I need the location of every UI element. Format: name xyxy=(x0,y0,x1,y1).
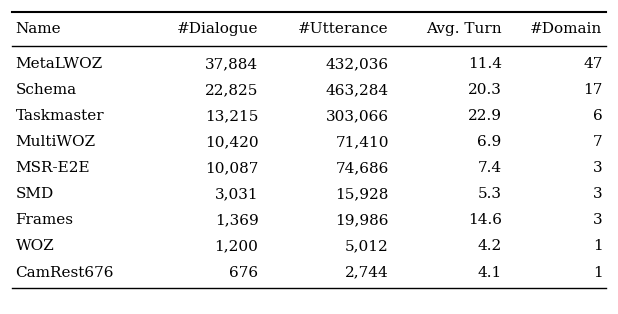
Text: 7: 7 xyxy=(593,135,603,149)
Text: 22.9: 22.9 xyxy=(468,109,502,123)
Text: 1,369: 1,369 xyxy=(214,214,258,227)
Text: 1: 1 xyxy=(593,266,603,279)
Text: CamRest676: CamRest676 xyxy=(15,266,114,279)
Text: 22,825: 22,825 xyxy=(205,83,258,97)
Text: 1,200: 1,200 xyxy=(214,240,258,253)
Text: #Domain: #Domain xyxy=(530,22,603,36)
Text: 11.4: 11.4 xyxy=(468,57,502,71)
Text: MultiWOZ: MultiWOZ xyxy=(15,135,96,149)
Text: 14.6: 14.6 xyxy=(468,214,502,227)
Text: #Dialogue: #Dialogue xyxy=(177,22,258,36)
Text: MSR-E2E: MSR-E2E xyxy=(15,161,90,175)
Text: 71,410: 71,410 xyxy=(336,135,389,149)
Text: 15,928: 15,928 xyxy=(336,187,389,201)
Text: #Utterance: #Utterance xyxy=(298,22,389,36)
Text: 10,420: 10,420 xyxy=(205,135,258,149)
Text: 7.4: 7.4 xyxy=(478,161,502,175)
Text: WOZ: WOZ xyxy=(15,240,54,253)
Text: Frames: Frames xyxy=(15,214,74,227)
Text: 17: 17 xyxy=(583,83,603,97)
Text: 5,012: 5,012 xyxy=(345,240,389,253)
Text: 676: 676 xyxy=(229,266,258,279)
Text: 1: 1 xyxy=(593,240,603,253)
Text: 20.3: 20.3 xyxy=(468,83,502,97)
Text: 74,686: 74,686 xyxy=(336,161,389,175)
Text: 3: 3 xyxy=(593,161,603,175)
Text: 4.2: 4.2 xyxy=(478,240,502,253)
Text: 13,215: 13,215 xyxy=(205,109,258,123)
Text: 432,036: 432,036 xyxy=(326,57,389,71)
Text: 3,031: 3,031 xyxy=(215,187,258,201)
Text: 3: 3 xyxy=(593,187,603,201)
Text: Name: Name xyxy=(15,22,61,36)
Text: MetaLWOZ: MetaLWOZ xyxy=(15,57,103,71)
Text: SMD: SMD xyxy=(15,187,54,201)
Text: Avg. Turn: Avg. Turn xyxy=(426,22,502,36)
Text: 19,986: 19,986 xyxy=(336,214,389,227)
Text: 10,087: 10,087 xyxy=(205,161,258,175)
Text: 463,284: 463,284 xyxy=(326,83,389,97)
Text: 5.3: 5.3 xyxy=(478,187,502,201)
Text: 6: 6 xyxy=(593,109,603,123)
Text: Taskmaster: Taskmaster xyxy=(15,109,104,123)
Text: 2,744: 2,744 xyxy=(345,266,389,279)
Text: 4.1: 4.1 xyxy=(478,266,502,279)
Text: 6.9: 6.9 xyxy=(478,135,502,149)
Text: 47: 47 xyxy=(583,57,603,71)
Text: 303,066: 303,066 xyxy=(326,109,389,123)
Text: Schema: Schema xyxy=(15,83,77,97)
Text: 37,884: 37,884 xyxy=(205,57,258,71)
Text: 3: 3 xyxy=(593,214,603,227)
